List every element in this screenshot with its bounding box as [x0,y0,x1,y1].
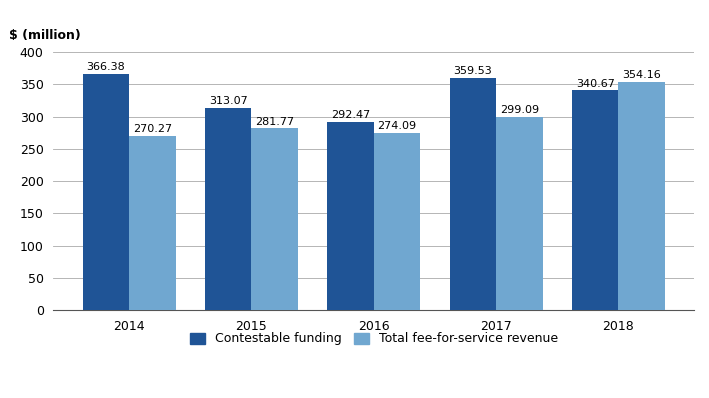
Bar [572,90,618,310]
Text: 292.47: 292.47 [331,109,370,120]
Text: 274.09: 274.09 [377,121,416,131]
Bar [129,136,176,310]
Legend: Contestable funding, Total fee-for-service revenue: Contestable funding, Total fee-for-servi… [184,328,563,350]
Bar [82,74,129,310]
Bar [496,117,542,310]
Bar [205,108,252,310]
Bar [450,78,496,310]
Bar [252,129,298,310]
Text: 340.67: 340.67 [576,78,615,88]
Bar [328,121,374,310]
Text: 366.38: 366.38 [86,62,125,72]
Text: 281.77: 281.77 [255,117,294,127]
Text: 359.53: 359.53 [454,66,492,76]
Bar [618,82,665,310]
Text: 354.16: 354.16 [623,70,661,80]
Text: 299.09: 299.09 [500,105,539,115]
Text: 313.07: 313.07 [208,96,247,106]
Bar [374,133,420,310]
Text: 270.27: 270.27 [133,124,172,134]
Text: $ (million): $ (million) [9,29,80,42]
